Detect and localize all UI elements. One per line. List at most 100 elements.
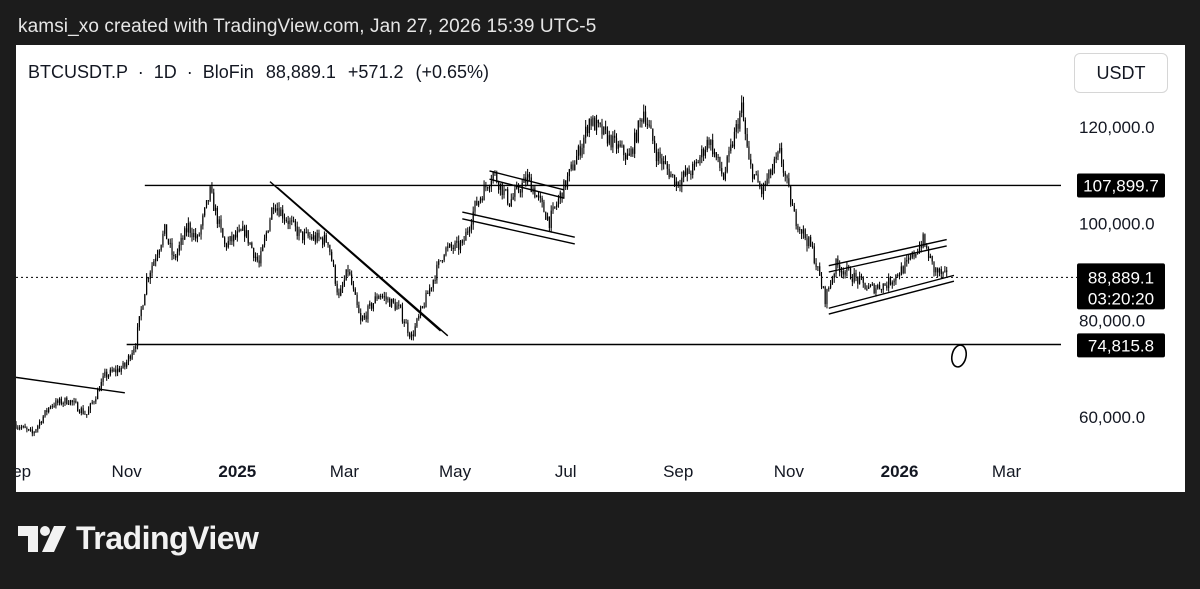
candle-body: [657, 152, 659, 162]
candle-body: [273, 207, 275, 209]
candle-body: [349, 271, 351, 275]
candle-body: [686, 168, 688, 176]
candle-body: [184, 228, 186, 240]
candle-body: [20, 427, 23, 429]
x-tick-label: Jul: [555, 462, 577, 481]
candle-body: [173, 254, 175, 257]
candle-body: [795, 211, 797, 227]
candle-body: [381, 296, 384, 298]
candle-body: [842, 271, 844, 275]
candle-body: [60, 398, 62, 405]
candle-body: [481, 198, 483, 201]
price-change-percent: (+0.65%): [415, 62, 490, 82]
candle-body: [581, 147, 583, 156]
candle-body: [624, 155, 627, 160]
price-tag-label: 107,899.7: [1083, 176, 1159, 195]
symbol-exchange: BloFin: [202, 62, 254, 82]
candle-body: [583, 137, 585, 148]
x-tick-label: Sep: [663, 462, 693, 481]
candle-body: [131, 353, 133, 359]
candle-body: [813, 246, 815, 264]
candle-body: [577, 146, 580, 156]
candle-body: [775, 156, 777, 160]
candle-body: [323, 235, 326, 245]
candle-body: [385, 296, 387, 300]
trend-line: [462, 211, 575, 238]
price-tag: [1077, 173, 1165, 198]
candle-body: [29, 429, 32, 431]
candle-body: [458, 240, 460, 250]
candle-body: [492, 172, 494, 181]
candle-body: [195, 232, 197, 239]
candle-body: [267, 230, 269, 233]
candle-body: [340, 288, 342, 296]
candle-body: [341, 285, 344, 289]
candle-body: [497, 182, 500, 190]
candle-body: [26, 428, 28, 430]
symbol-interval[interactable]: 1D: [153, 62, 177, 82]
candle-body: [866, 288, 868, 290]
candle-body: [773, 159, 775, 169]
candle-body: [222, 228, 224, 238]
candle-body: [755, 174, 757, 176]
candle-body: [104, 371, 106, 377]
candle-body: [213, 192, 215, 211]
candle-body: [19, 427, 21, 429]
logo-wordmark: TradingView: [76, 520, 259, 556]
candle-body: [256, 256, 258, 261]
candle-body: [728, 150, 730, 157]
chart-panel[interactable]: 120,000.0 100,000.0 80,000.0 60,000.0 Sep Nov…: [16, 45, 1185, 492]
candle-body: [639, 119, 641, 121]
candle-body: [461, 240, 463, 244]
candle-body: [944, 270, 946, 272]
candle-body: [742, 102, 745, 121]
candle-body: [733, 131, 736, 147]
candle-body: [472, 211, 474, 225]
separator: ·: [186, 62, 193, 82]
candle-body: [550, 210, 552, 228]
symbol-ticker[interactable]: BTCUSDT.P: [28, 62, 128, 82]
candle-body: [692, 164, 694, 176]
candle-body: [829, 284, 832, 288]
candle-body: [245, 230, 248, 237]
candle-body: [708, 139, 710, 146]
candle-body: [777, 151, 779, 157]
candle-body: [37, 425, 39, 430]
candle-body: [278, 208, 280, 216]
candle-body: [78, 411, 81, 413]
candle-body: [427, 292, 429, 294]
candle-body: [120, 368, 122, 372]
countdown-label: 03:20:20: [1088, 289, 1154, 308]
candle-body: [187, 222, 189, 233]
candle-body: [86, 414, 88, 416]
candle-body: [191, 232, 193, 238]
candle-body: [167, 239, 169, 244]
candle-body: [151, 265, 153, 273]
currency-unit-button[interactable]: USDT: [1074, 53, 1168, 93]
candle-body: [171, 242, 173, 255]
candle-body: [512, 196, 514, 200]
candle-body: [946, 270, 948, 272]
trend-line: [16, 376, 125, 394]
candle-body: [594, 117, 596, 131]
candle-body: [35, 429, 37, 433]
candle-body: [790, 186, 792, 205]
x-tick-label: Nov: [774, 462, 805, 481]
candle-body: [260, 251, 262, 264]
candle-body: [146, 277, 148, 295]
candle-body: [53, 405, 55, 407]
candle-body: [849, 268, 852, 280]
candle-body: [833, 274, 835, 278]
price-chart[interactable]: 120,000.0 100,000.0 80,000.0 60,000.0 Sep Nov…: [16, 45, 1185, 492]
candle-body: [572, 164, 574, 171]
candle-body: [432, 280, 434, 288]
candle-body: [722, 173, 725, 180]
candle-body: [164, 224, 166, 234]
candle-body: [360, 313, 362, 321]
candle-body: [236, 231, 238, 238]
candle-body: [791, 204, 794, 206]
candle-body: [710, 139, 712, 146]
candle-body: [425, 292, 427, 307]
candle-body: [761, 187, 763, 195]
candle-body: [918, 246, 921, 253]
